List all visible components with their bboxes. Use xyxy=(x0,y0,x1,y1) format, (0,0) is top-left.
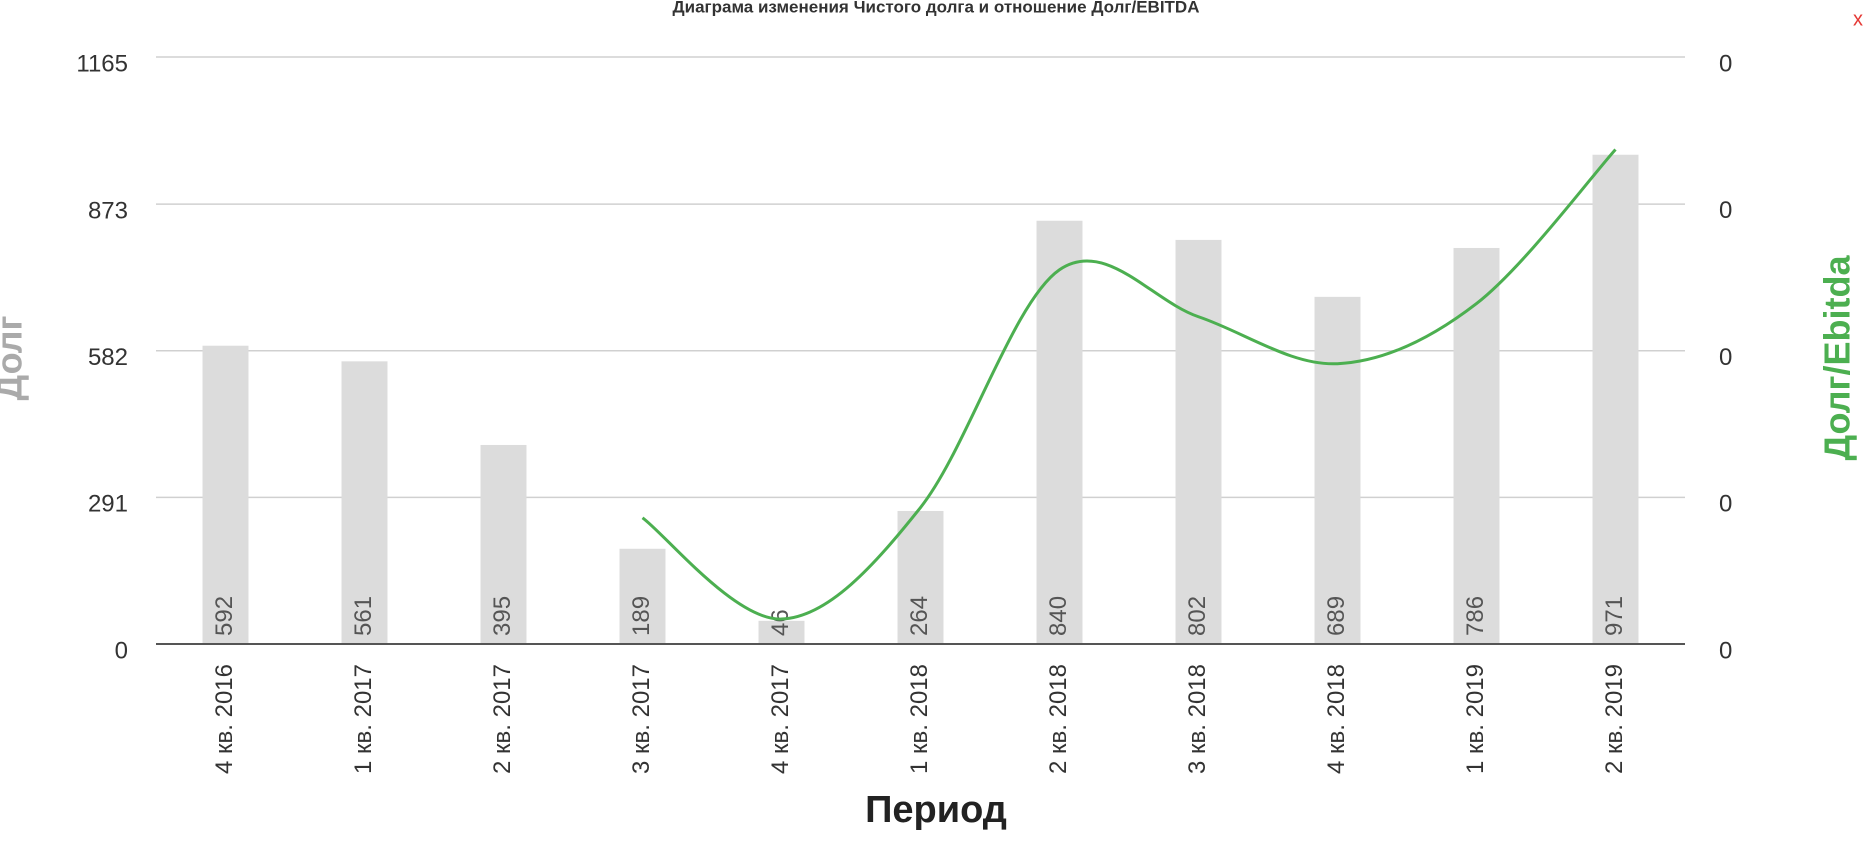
bar xyxy=(480,444,527,644)
bar xyxy=(202,345,249,644)
y-tick-label: 873 xyxy=(88,197,128,224)
x-tick-label: 1 кв. 2019 xyxy=(1462,664,1489,774)
x-tick-label: 4 кв. 2018 xyxy=(1323,664,1350,774)
bar-value-label: 840 xyxy=(1045,596,1072,636)
x-tick-label: 4 кв. 2016 xyxy=(211,664,238,774)
bar xyxy=(619,548,666,644)
bar xyxy=(1592,154,1639,644)
x-tick-label: 3 кв. 2017 xyxy=(628,664,655,774)
y2-tick-label: 0 xyxy=(1719,344,1732,371)
bar-value-label: 189 xyxy=(628,596,655,636)
y2-tick-label: 0 xyxy=(1719,491,1732,518)
bar xyxy=(1175,239,1222,644)
x-tick-label: 2 кв. 2019 xyxy=(1601,664,1628,774)
x-tick-label: 3 кв. 2018 xyxy=(1184,664,1211,774)
bar-value-label: 395 xyxy=(489,596,516,636)
chart-title: Диаграма изменения Чистого долга и отнош… xyxy=(673,0,1200,16)
x-tick-label: 2 кв. 2017 xyxy=(489,664,516,774)
bar-value-label: 592 xyxy=(211,596,238,636)
x-tick-label: 1 кв. 2017 xyxy=(350,664,377,774)
y2-tick-label: 0 xyxy=(1719,50,1732,77)
x-tick-label: 1 кв. 2018 xyxy=(906,664,933,774)
bar-value-label: 971 xyxy=(1601,596,1628,636)
y-axis-title: Долг xyxy=(0,315,30,400)
x-axis-title: Период xyxy=(865,789,1007,831)
line xyxy=(641,148,1617,621)
bar xyxy=(1314,296,1361,644)
y2-axis-title: Долг/Ebitda xyxy=(1817,255,1858,461)
bar-value-label: 786 xyxy=(1462,596,1489,636)
bar xyxy=(1036,220,1083,644)
y2-tick-label: 0 xyxy=(1719,197,1732,224)
bar xyxy=(897,510,944,644)
close-button[interactable]: x xyxy=(1853,8,1863,30)
bar-value-label: 561 xyxy=(350,596,377,636)
y-tick-label: 0 xyxy=(115,637,128,664)
bar-value-label: 689 xyxy=(1323,596,1350,636)
bar xyxy=(341,361,388,644)
y-tick-label: 291 xyxy=(88,491,128,518)
y-tick-label: 582 xyxy=(88,344,128,371)
bar-value-label: 46 xyxy=(767,609,794,636)
bar-value-label: 264 xyxy=(906,596,933,636)
y2-tick-label: 0 xyxy=(1719,637,1732,664)
bar-value-label: 802 xyxy=(1184,596,1211,636)
x-tick-label: 2 кв. 2018 xyxy=(1045,664,1072,774)
bar xyxy=(1453,247,1500,645)
y-tick-label: 1165 xyxy=(76,50,128,77)
x-tick-label: 4 кв. 2017 xyxy=(767,664,794,774)
bar xyxy=(758,620,805,644)
